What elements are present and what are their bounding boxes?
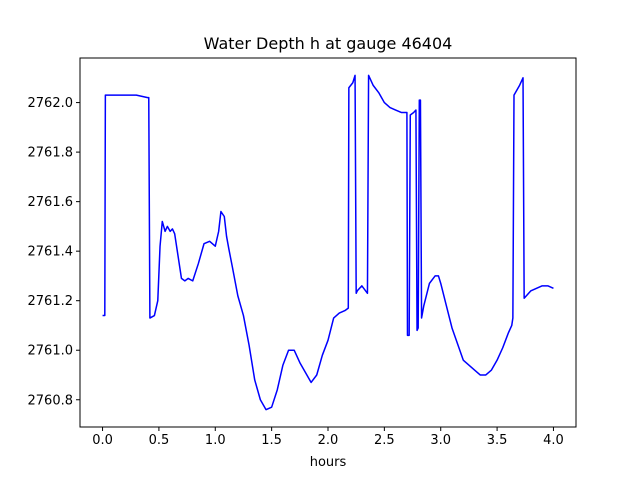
y-tick-label: 2761.4: [28, 245, 74, 260]
y-tick-label: 2761.6: [28, 195, 74, 210]
y-tick-label: 2760.8: [28, 393, 74, 408]
x-tick-label: 3.0: [430, 433, 451, 448]
x-tick-label: 3.5: [487, 433, 508, 448]
chart-title: Water Depth h at gauge 46404: [204, 34, 453, 53]
plot-area: 0.0 0.5 1.0 1.5 2.0 2.5 3.0 3.5 4.0 2760.8 2761.0 2…: [28, 57, 577, 448]
x-tick-label: 4.0: [543, 433, 564, 448]
y-tick-label: 2761.8: [28, 146, 74, 161]
series-line-0: [102, 74, 554, 411]
x-tick-label: 0.5: [149, 433, 170, 448]
y-tick-label: 2761.2: [28, 294, 74, 309]
y-tick-label: 2761.0: [28, 344, 74, 359]
x-axis-label: hours: [310, 455, 347, 470]
x-tick-label: 0.0: [92, 433, 113, 448]
y-tick-label: 2762.0: [28, 96, 74, 111]
x-tick-label: 2.0: [318, 433, 339, 448]
x-tick-label: 2.5: [374, 433, 395, 448]
x-tick-label: 1.0: [205, 433, 226, 448]
x-tick-label: 1.5: [261, 433, 282, 448]
